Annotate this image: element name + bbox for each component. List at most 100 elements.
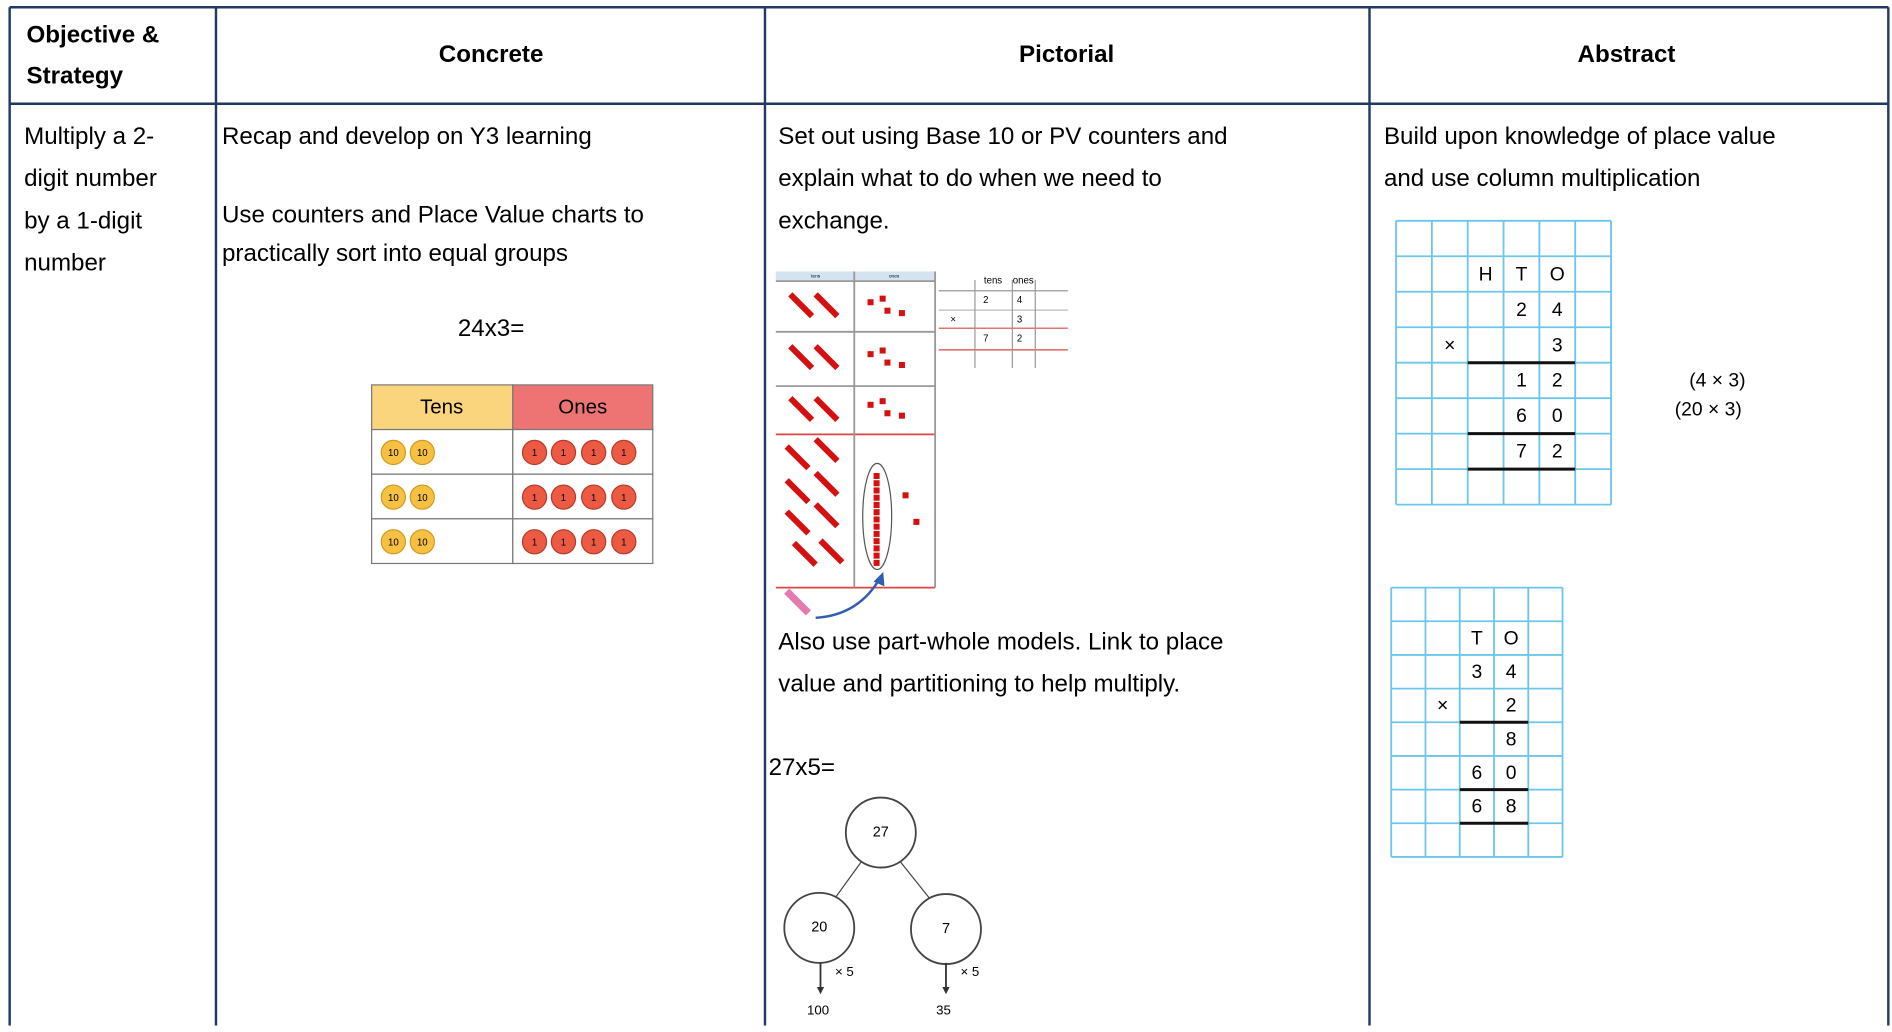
one-cube — [867, 351, 874, 358]
ten-rod — [813, 437, 840, 464]
tree-result: 35 — [936, 1003, 951, 1018]
one-cube — [873, 523, 880, 530]
grid-cell: O — [1504, 628, 1519, 649]
grid-cell: 0 — [1552, 406, 1563, 427]
counter-label: 1 — [591, 493, 596, 504]
one-cube — [873, 545, 880, 552]
one-cube — [879, 398, 886, 405]
ones-counter — [580, 529, 607, 555]
pv-header-label: Ones — [558, 395, 607, 418]
column-table-cell: 2 — [1017, 334, 1022, 345]
grid-cell: 2 — [1552, 371, 1563, 392]
ten-rod — [784, 478, 811, 505]
ones-counter — [550, 484, 577, 510]
paragraph: Also use part-whole models. Link to plac… — [778, 628, 1223, 655]
grid-cell: T — [1516, 264, 1528, 285]
ten-rod — [813, 344, 840, 371]
one-cube — [867, 401, 874, 408]
paragraph: Recap and develop on Y3 learning — [222, 123, 592, 150]
equation: 24x3= — [458, 315, 524, 342]
objective-text: by a 1-digit — [24, 207, 142, 234]
grid-cell: 6 — [1472, 763, 1483, 784]
grid-cell: × — [1437, 696, 1448, 717]
ten-rod — [813, 292, 840, 319]
tree-node-label: 20 — [811, 920, 827, 936]
column-table-cell: 4 — [1017, 295, 1023, 306]
grid-cell: H — [1479, 264, 1493, 285]
objective-text: Multiply a 2- — [24, 123, 154, 150]
base10-header-label: tens — [811, 274, 821, 280]
exchange-arrow — [815, 576, 882, 619]
one-cube — [873, 487, 880, 494]
counter-label: 10 — [388, 538, 399, 549]
grid-cell: 2 — [1506, 696, 1517, 717]
one-cube — [884, 359, 891, 366]
tree-node-label: 27 — [873, 824, 889, 840]
ten-rod — [784, 509, 811, 536]
counter-label: 1 — [621, 448, 626, 459]
ones-counter — [521, 529, 548, 555]
counter-label: 10 — [388, 448, 399, 459]
exchange-ring — [862, 462, 893, 571]
tree-node — [783, 891, 856, 964]
ten-rod — [813, 396, 840, 423]
grid-cell: 6 — [1516, 406, 1527, 427]
grid-cell: 4 — [1552, 300, 1563, 321]
tree-branch — [899, 861, 930, 899]
paragraph: and use column multiplication — [1384, 165, 1700, 192]
grid-note: (20 × 3) — [1675, 399, 1742, 420]
ten-rod — [784, 444, 811, 471]
ones-counter — [550, 439, 577, 466]
one-cube — [873, 552, 880, 559]
grid-cell: 3 — [1552, 335, 1563, 356]
column-table-cell: 2 — [983, 295, 988, 306]
exchange-arrowhead — [873, 571, 885, 587]
header-cell: Strategy — [27, 63, 124, 90]
column-table-header: ones — [1013, 276, 1034, 287]
one-cube — [902, 492, 909, 499]
paragraph: Use counters and Place Value charts to — [222, 201, 644, 228]
grid-cell: 2 — [1552, 442, 1563, 463]
tens-counter — [380, 529, 407, 555]
one-cube — [873, 472, 880, 480]
one-cube — [898, 310, 905, 317]
ten-rod — [813, 470, 840, 497]
counter-label: 1 — [532, 448, 537, 459]
grid-cell: 3 — [1472, 662, 1483, 683]
tens-counter — [380, 484, 407, 510]
one-cube — [873, 516, 880, 523]
one-cube — [873, 538, 880, 545]
counter-label: 1 — [591, 448, 596, 459]
grid-cell: 2 — [1516, 300, 1527, 321]
one-cube — [873, 480, 880, 487]
paragraph: exchange. — [778, 207, 889, 234]
one-cube — [873, 509, 880, 516]
ones-counter — [580, 484, 607, 510]
paragraph: practically sort into equal groups — [222, 240, 568, 267]
counter-label: 1 — [561, 493, 566, 504]
grid-cell: 0 — [1506, 763, 1517, 784]
grid-cell: 8 — [1506, 729, 1517, 750]
paragraph: Build upon knowledge of place value — [1384, 123, 1776, 150]
ones-counter — [611, 439, 637, 466]
pv-header — [512, 384, 654, 431]
counter-label: 1 — [561, 538, 566, 549]
grid-cell: 8 — [1506, 797, 1517, 818]
counter-label: 10 — [417, 493, 428, 504]
tree-node — [844, 796, 917, 869]
equation: 27x5= — [769, 754, 835, 781]
objective-text: number — [24, 250, 106, 277]
one-cube — [884, 410, 891, 417]
tens-counter — [409, 529, 435, 555]
counter-label: 1 — [621, 493, 626, 504]
one-cube — [884, 307, 891, 314]
pv-header-label: Tens — [420, 395, 463, 418]
paragraph: value and partitioning to help multiply. — [778, 671, 1180, 698]
header-cell: Objective & — [27, 22, 160, 49]
ten-rod — [788, 292, 815, 319]
grid-cell: 7 — [1516, 442, 1527, 463]
grid-cell: 4 — [1506, 662, 1517, 683]
ones-counter — [611, 484, 637, 510]
